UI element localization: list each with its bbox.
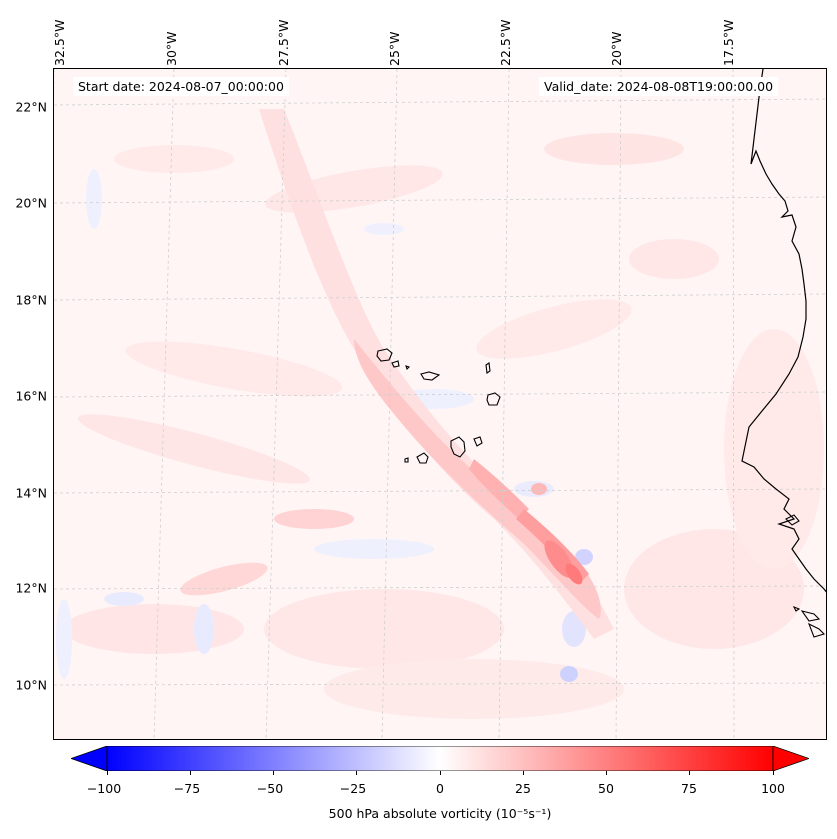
lon-label-17-5w: 17.5°W xyxy=(721,19,736,66)
lat-label-20n: 20°N xyxy=(15,195,47,211)
cape-verde-islands xyxy=(376,348,501,464)
lon-label-20w: 20°W xyxy=(609,31,624,66)
colorbar-max-extend xyxy=(772,746,809,771)
vorticity-band xyxy=(259,109,614,639)
colorbar-tick: −25 xyxy=(339,781,367,796)
lat-label-16n: 16°N xyxy=(15,388,47,404)
colorbar xyxy=(71,746,809,771)
lon-label-27-5w: 27.5°W xyxy=(276,19,291,66)
colorbar-tick: −100 xyxy=(86,781,122,796)
coast-detail xyxy=(785,514,826,638)
colorbar-tick: −50 xyxy=(256,781,284,796)
lon-label-30w: 30°W xyxy=(164,31,179,66)
colorbar-tick: −75 xyxy=(173,781,201,796)
start-date-label: Start date: 2024-08-07_00:00:00 xyxy=(73,77,289,96)
lat-label-10n: 10°N xyxy=(15,677,47,693)
colorbar-tick: 100 xyxy=(761,781,785,796)
colorbar-gradient xyxy=(106,746,774,771)
lat-label-22n: 22°N xyxy=(15,99,47,115)
map-panel[interactable] xyxy=(53,68,827,740)
colorbar-tick: 50 xyxy=(598,781,614,796)
colorbar-tick: 25 xyxy=(515,781,531,796)
background-vorticity-field xyxy=(56,133,824,719)
graticule xyxy=(54,69,826,739)
valid-date-label: Valid_date: 2024-08-08T19:00:00.00 xyxy=(539,77,779,96)
africa-coastline xyxy=(741,69,826,593)
lat-label-18n: 18°N xyxy=(15,292,47,308)
lat-label-14n: 14°N xyxy=(15,485,47,501)
colorbar-tick: 0 xyxy=(436,781,444,796)
colorbar-tick: 75 xyxy=(681,781,697,796)
lon-label-32-5w: 32.5°W xyxy=(52,19,67,66)
lat-label-12n: 12°N xyxy=(15,580,47,596)
lon-label-25w: 25°W xyxy=(387,31,402,66)
colorbar-min-extend xyxy=(71,746,108,771)
colorbar-label: 500 hPa absolute vorticity (10⁻⁵s⁻¹) xyxy=(328,806,552,821)
lon-label-22-5w: 22.5°W xyxy=(498,19,513,66)
vorticity-map xyxy=(54,69,826,739)
